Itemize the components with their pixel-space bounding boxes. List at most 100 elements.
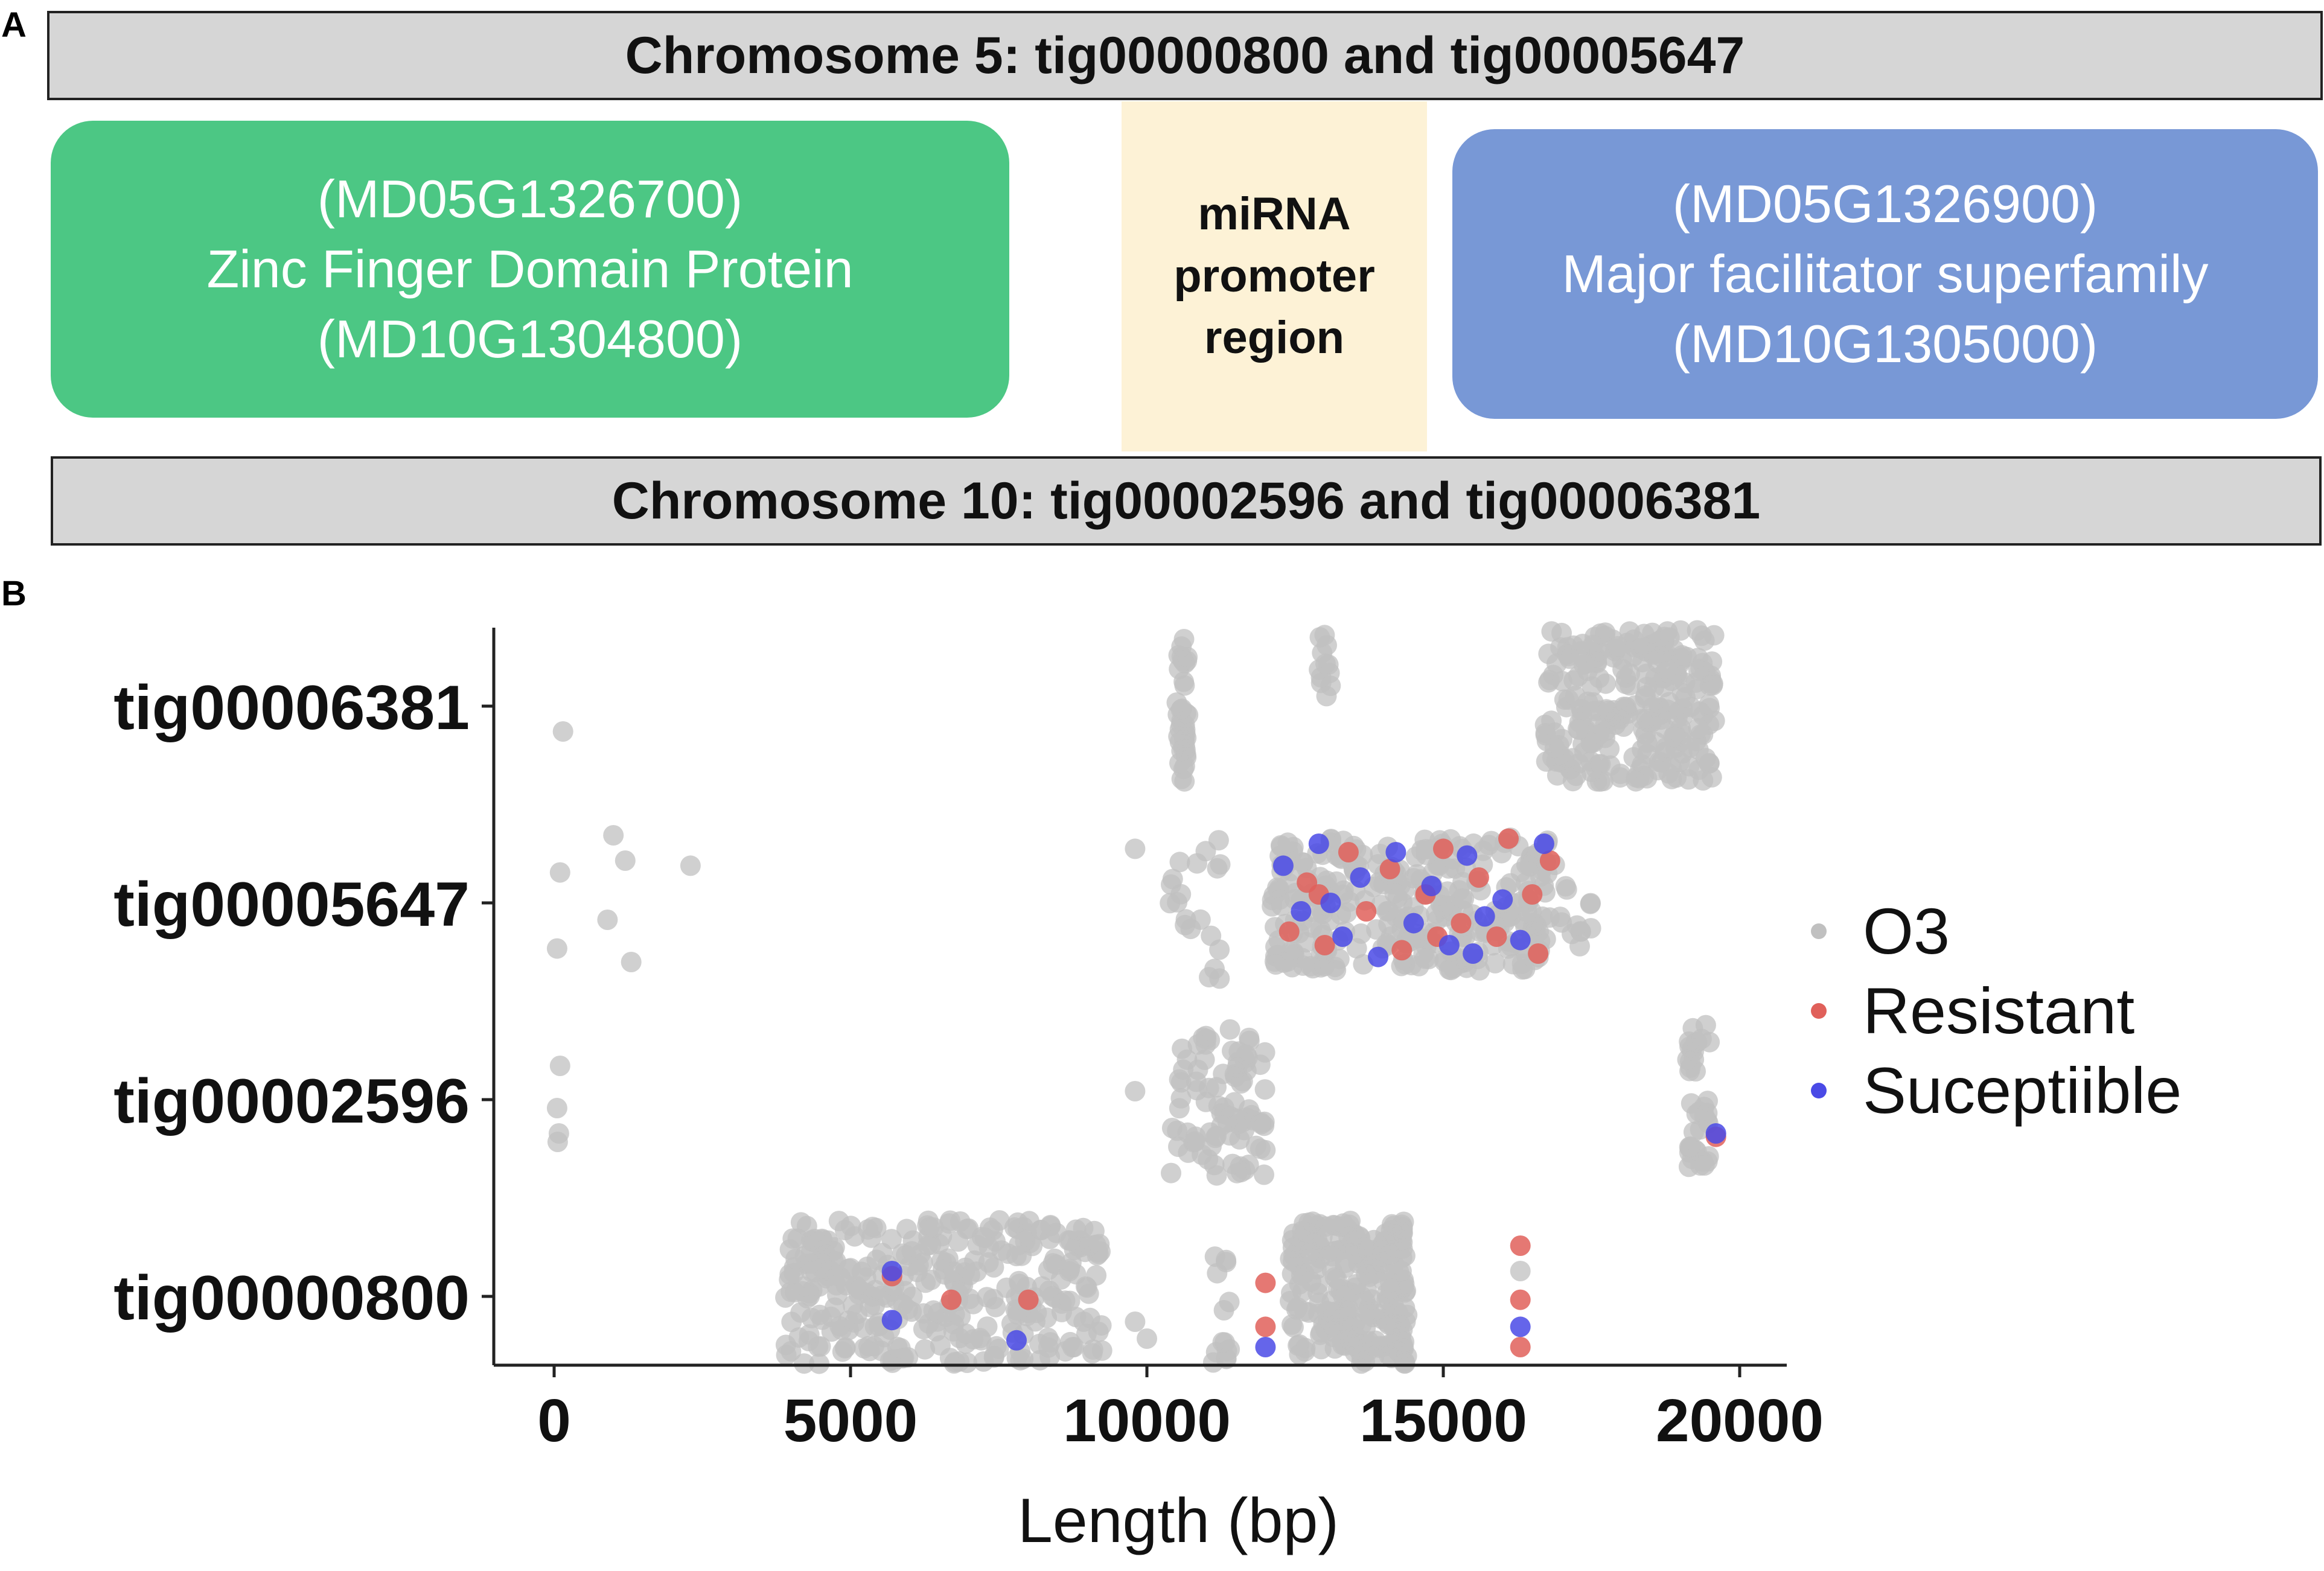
point-o3 [680, 855, 701, 876]
point-o3 [1172, 650, 1193, 671]
point-o3 [1187, 1080, 1208, 1101]
x-tick-label: 20000 [1656, 1387, 1824, 1455]
point-o3 [1326, 1269, 1347, 1290]
gene-left-line2: Zinc Finger Domain Protein [206, 238, 854, 299]
point-o3 [1293, 1229, 1314, 1251]
point-o3 [1580, 893, 1601, 914]
point-o3 [1175, 909, 1196, 930]
point-resistant [1486, 926, 1507, 947]
point-o3 [597, 910, 618, 930]
point-o3 [1195, 1025, 1216, 1047]
point-o3 [1059, 1290, 1081, 1311]
point-o3 [1176, 1049, 1198, 1070]
point-suceptiible [1291, 901, 1312, 922]
axes-layer: 0 5000 10000 15000 20000 tig00000800 tig000025… [113, 628, 1824, 1455]
point-o3 [842, 1295, 863, 1316]
point-o3 [1703, 625, 1725, 646]
point-suceptiible [1438, 935, 1460, 955]
y-tick-label: tig00002596 [113, 1066, 470, 1136]
point-resistant [1433, 838, 1454, 859]
point-o3 [1620, 663, 1641, 684]
point-resistant [1356, 901, 1377, 922]
point-o3 [1280, 1290, 1300, 1311]
point-o3 [1161, 1162, 1181, 1184]
point-o3 [801, 1307, 822, 1328]
point-o3 [1381, 1278, 1402, 1299]
gene-left-line1: (MD05G1326700) [317, 168, 743, 229]
legend-dot-suceptiible [1811, 1082, 1827, 1098]
point-o3 [1556, 879, 1577, 900]
point-o3 [1590, 754, 1611, 775]
point-o3 [923, 1300, 944, 1321]
point-o3 [1125, 838, 1146, 859]
point-o3 [1220, 1106, 1241, 1127]
chromosome-5-bar: Chromosome 5: tig00000800 and tig0000564… [47, 11, 2323, 100]
point-o3 [1187, 853, 1207, 874]
point-o3 [1595, 727, 1615, 748]
point-o3 [1236, 1044, 1257, 1065]
point-o3 [775, 1287, 796, 1308]
point-o3 [1535, 725, 1556, 746]
scatter-chart: 0 5000 10000 15000 20000 tig00000800 tig000025… [113, 620, 1824, 1556]
point-suceptiible [1510, 929, 1531, 951]
point-o3 [1329, 1216, 1350, 1237]
point-o3 [552, 721, 573, 742]
point-resistant [1255, 1272, 1276, 1293]
point-o3 [1384, 883, 1405, 904]
point-o3 [1669, 751, 1690, 773]
point-resistant [1279, 921, 1300, 942]
point-o3 [915, 1339, 936, 1360]
promoter-line2: promoter [1173, 250, 1375, 302]
point-o3 [547, 1132, 568, 1152]
point-resistant [1255, 1316, 1276, 1337]
point-o3 [1454, 888, 1475, 910]
point-o3 [779, 1239, 800, 1260]
point-o3 [1239, 1027, 1260, 1048]
point-o3 [1265, 936, 1286, 957]
point-o3 [1406, 864, 1428, 885]
y-tick-label: tig00005647 [113, 870, 470, 940]
legend-dot-resistant [1811, 1002, 1827, 1019]
point-suceptiible [1510, 1316, 1531, 1337]
chromosome-10-bar: Chromosome 10: tig00002596 and tig000063… [51, 456, 2322, 546]
point-o3 [1353, 1237, 1374, 1258]
point-o3 [799, 1286, 820, 1307]
point-o3 [1025, 1311, 1046, 1332]
point-o3 [1356, 1301, 1377, 1322]
point-o3 [1254, 1079, 1275, 1100]
point-suceptiible [1332, 926, 1353, 947]
point-o3 [1699, 753, 1720, 774]
point-o3 [1359, 1334, 1380, 1356]
point-o3 [1484, 952, 1505, 974]
point-o3 [546, 938, 567, 959]
point-o3 [1680, 1057, 1701, 1078]
point-suceptiible [881, 1310, 902, 1331]
gene-right-line1: (MD05G1326900) [1672, 173, 2098, 234]
point-o3 [1432, 897, 1453, 919]
point-o3 [1563, 670, 1585, 691]
point-o3 [1207, 1263, 1228, 1284]
mirna-promoter-region: miRNA promoter region [1122, 101, 1427, 451]
point-resistant [1510, 1337, 1531, 1357]
y-tick-label: tig00000800 [113, 1263, 470, 1333]
point-o3 [966, 1261, 987, 1282]
point-o3 [1510, 1261, 1531, 1281]
point-o3 [1245, 1135, 1266, 1156]
point-o3 [804, 1228, 825, 1249]
point-o3 [957, 1353, 978, 1373]
point-o3 [603, 825, 624, 846]
point-suceptiible [1403, 913, 1424, 934]
point-o3 [1076, 1324, 1097, 1344]
point-o3 [1173, 671, 1195, 692]
point-o3 [1174, 771, 1195, 792]
point-o3 [1392, 1219, 1413, 1240]
gene-box-major-facilitator: (MD05G1326900) Major facilitator superfa… [1452, 129, 2318, 419]
point-o3 [1619, 621, 1640, 642]
legend-dot-o3 [1811, 923, 1827, 939]
point-o3 [776, 1345, 797, 1366]
point-o3 [1161, 874, 1181, 895]
point-o3 [1438, 858, 1459, 879]
point-o3 [860, 1296, 881, 1318]
point-o3 [1688, 718, 1709, 739]
point-o3 [1443, 958, 1464, 979]
